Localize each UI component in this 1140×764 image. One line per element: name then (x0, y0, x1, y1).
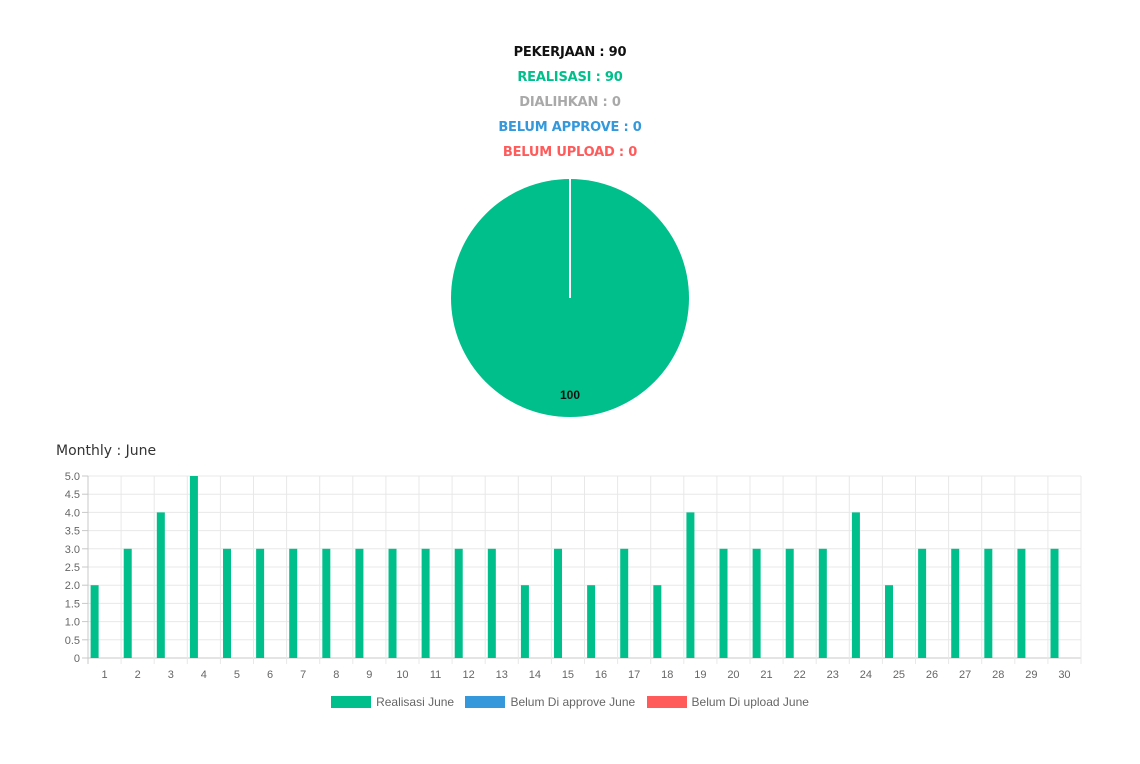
y-tick-label: 4.0 (65, 507, 80, 519)
summary-stats: PEKERJAAN : 90 REALISASI : 90 DIALIHKAN … (0, 40, 1140, 165)
x-tick-label: 6 (267, 669, 273, 681)
legend-swatch (465, 696, 506, 709)
bar-realisasi-june-30[interactable] (1050, 548, 1059, 658)
bar-realisasi-june-13[interactable] (487, 548, 496, 658)
x-tick-label: 12 (463, 669, 475, 681)
realisasi-stat: REALISASI : 90 (517, 70, 623, 85)
legend-label: Belum Di approve June (510, 695, 636, 710)
bar-realisasi-june-21[interactable] (752, 548, 761, 658)
legend-item-belum-approve[interactable]: Belum Di approve June (465, 694, 635, 709)
pie-chart: 100 (451, 179, 689, 417)
y-tick-label: 2.0 (65, 580, 80, 592)
bar-realisasi-june-2[interactable] (123, 548, 132, 658)
y-tick-label: 4.5 (65, 489, 80, 501)
bar-realisasi-june-16[interactable] (587, 585, 596, 658)
belum-approve-stat: BELUM APPROVE : 0 (498, 120, 642, 135)
bar-realisasi-june-1[interactable] (90, 585, 99, 658)
x-tick-label: 16 (595, 669, 607, 681)
bar-realisasi-june-20[interactable] (719, 548, 728, 658)
y-tick-label: 5.0 (65, 471, 80, 483)
x-tick-label: 18 (661, 669, 673, 681)
x-tick-label: 28 (992, 669, 1004, 681)
legend-label: Realisasi June (376, 695, 455, 710)
x-tick-label: 20 (727, 669, 739, 681)
y-tick-label: 1.0 (65, 617, 80, 629)
pie-data-label: 100 (560, 388, 580, 402)
bar-realisasi-june-9[interactable] (355, 548, 364, 658)
bar-realisasi-june-7[interactable] (289, 548, 298, 658)
x-tick-label: 29 (1025, 669, 1037, 681)
x-tick-label: 23 (827, 669, 839, 681)
x-tick-label: 15 (562, 669, 574, 681)
x-tick-label: 22 (794, 669, 806, 681)
bar-realisasi-june-12[interactable] (454, 548, 463, 658)
dialihkan-stat: DIALIHKAN : 0 (519, 95, 621, 110)
x-tick-label: 9 (366, 669, 372, 681)
bar-realisasi-june-19[interactable] (686, 512, 695, 658)
x-tick-label: 11 (430, 669, 441, 681)
monthly-title: Monthly : June (56, 443, 157, 459)
legend-swatch (646, 696, 687, 709)
bar-realisasi-june-14[interactable] (520, 585, 529, 658)
bar-realisasi-june-28[interactable] (984, 548, 993, 658)
bar-realisasi-june-23[interactable] (818, 548, 827, 658)
bar-realisasi-june-8[interactable] (322, 548, 331, 658)
x-tick-label: 10 (396, 669, 408, 681)
legend-item-realisasi[interactable]: Realisasi June (331, 694, 454, 709)
bar-realisasi-june-5[interactable] (223, 548, 232, 658)
x-tick-label: 19 (694, 669, 706, 681)
y-tick-label: 2.5 (65, 562, 80, 574)
legend-label: Belum Di upload June (691, 695, 809, 710)
legend-item-belum-upload[interactable]: Belum Di upload June (646, 694, 809, 710)
x-tick-label: 26 (926, 669, 938, 681)
bar-realisasi-june-24[interactable] (851, 512, 860, 658)
x-tick-label: 21 (760, 669, 772, 681)
pekerjaan-stat: PEKERJAAN : 90 (513, 45, 627, 60)
bar-realisasi-june-3[interactable] (156, 512, 165, 658)
x-tick-label: 5 (234, 669, 240, 681)
bar-realisasi-june-26[interactable] (918, 548, 927, 658)
bar-realisasi-june-17[interactable] (620, 548, 629, 658)
bar-realisasi-june-27[interactable] (951, 548, 960, 658)
x-tick-label: 2 (135, 669, 141, 681)
legend-swatch (331, 696, 372, 709)
x-tick-label: 24 (860, 669, 872, 681)
belum-upload-stat: BELUM UPLOAD : 0 (502, 145, 638, 160)
x-tick-label: 14 (529, 669, 541, 681)
x-tick-label: 8 (333, 669, 339, 681)
y-tick-label: 3.5 (65, 526, 80, 538)
x-tick-label: 13 (496, 669, 508, 681)
y-tick-label: 0.5 (65, 635, 80, 647)
bar-realisasi-june-22[interactable] (785, 548, 794, 658)
y-tick-label: 0 (74, 653, 80, 665)
bar-realisasi-june-18[interactable] (653, 585, 662, 658)
x-tick-label: 3 (168, 669, 174, 681)
bar-realisasi-june-29[interactable] (1017, 548, 1026, 658)
bar-realisasi-june-15[interactable] (554, 548, 563, 658)
y-tick-label: 3.0 (65, 544, 80, 556)
bar-realisasi-june-6[interactable] (256, 548, 265, 658)
bar-realisasi-june-4[interactable] (189, 476, 198, 658)
x-tick-label: 1 (101, 669, 107, 681)
x-tick-label: 17 (628, 669, 640, 681)
bar-realisasi-june-10[interactable] (388, 548, 397, 658)
x-tick-label: 25 (893, 669, 905, 681)
bar-realisasi-june-11[interactable] (421, 548, 430, 658)
bar-realisasi-june-25[interactable] (885, 585, 894, 658)
x-tick-label: 7 (300, 669, 306, 681)
bar-chart-legend: Realisasi June Belum Di approve June Bel… (0, 694, 1140, 709)
x-tick-label: 30 (1058, 669, 1070, 681)
x-tick-label: 4 (201, 669, 207, 681)
x-tick-label: 27 (959, 669, 971, 681)
y-tick-label: 1.5 (65, 598, 80, 610)
